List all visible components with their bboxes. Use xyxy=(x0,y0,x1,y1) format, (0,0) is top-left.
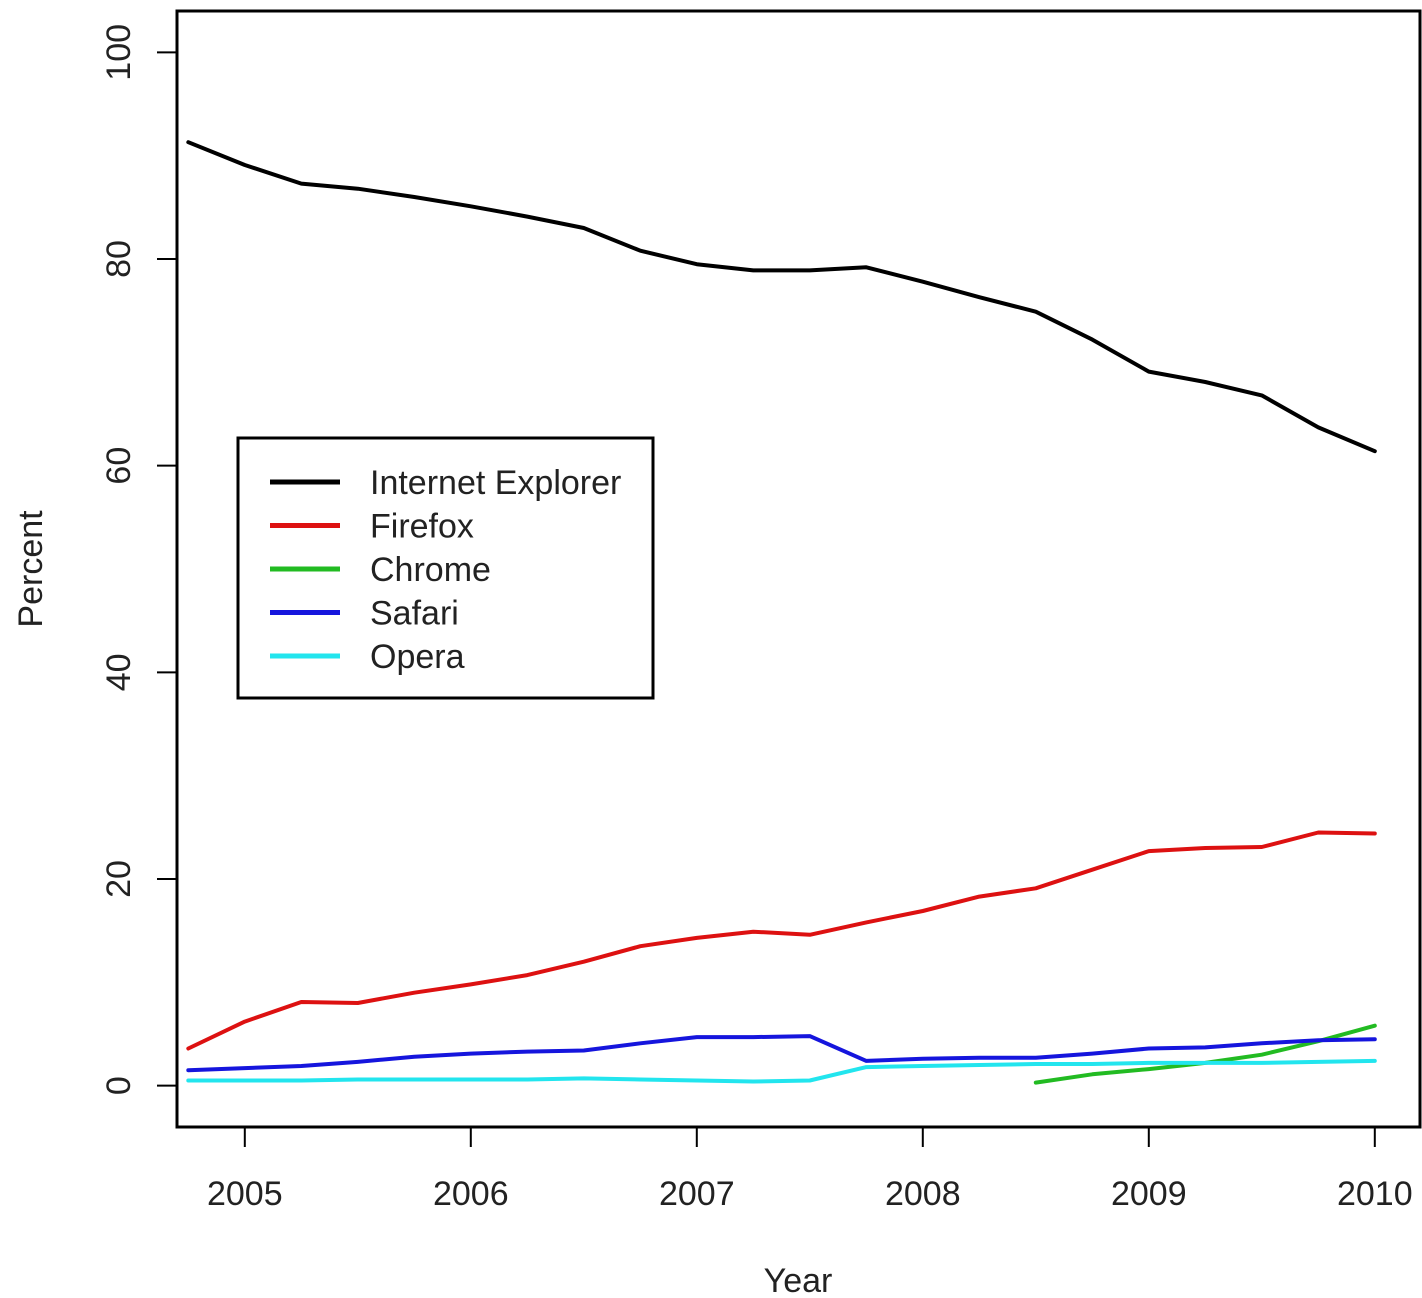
x-tick-label: 2006 xyxy=(433,1175,509,1213)
series-line-internet-explorer xyxy=(186,140,1377,454)
series-line-safari xyxy=(186,1034,1377,1073)
y-tick-label: 20 xyxy=(100,860,138,898)
legend-label: Internet Explorer xyxy=(370,464,621,502)
y-tick-label: 100 xyxy=(100,24,138,81)
plot-frame xyxy=(175,9,1422,1129)
legend-label: Safari xyxy=(370,595,459,633)
legend-label: Firefox xyxy=(370,508,474,546)
x-tick-label: 2005 xyxy=(207,1175,283,1213)
series-line-opera xyxy=(186,1058,1377,1084)
x-tick-label: 2009 xyxy=(1111,1175,1187,1213)
x-tick-label: 2010 xyxy=(1337,1175,1413,1213)
y-tick-label: 40 xyxy=(100,653,138,691)
y-tick-label: 80 xyxy=(100,240,138,278)
series-layer xyxy=(186,140,1377,1085)
y-tick-label: 0 xyxy=(100,1076,138,1095)
y-tick-label: 60 xyxy=(100,447,138,485)
legend-label: Opera xyxy=(370,638,465,676)
series-line-firefox xyxy=(186,830,1377,1051)
y-axis-title: Percent xyxy=(12,510,50,628)
x-axis-title: Year xyxy=(764,1262,833,1298)
legend-label: Chrome xyxy=(370,551,491,589)
x-tick-label: 2008 xyxy=(885,1175,961,1213)
x-tick-label: 2007 xyxy=(659,1175,735,1213)
legend: Internet Explorer Firefox Chrome Safari Oper… xyxy=(236,436,655,700)
y-axis: 0 20 40 60 80 100 xyxy=(100,24,177,1095)
x-axis: 2005 2006 2007 2008 2009 2010 xyxy=(207,1127,1413,1213)
